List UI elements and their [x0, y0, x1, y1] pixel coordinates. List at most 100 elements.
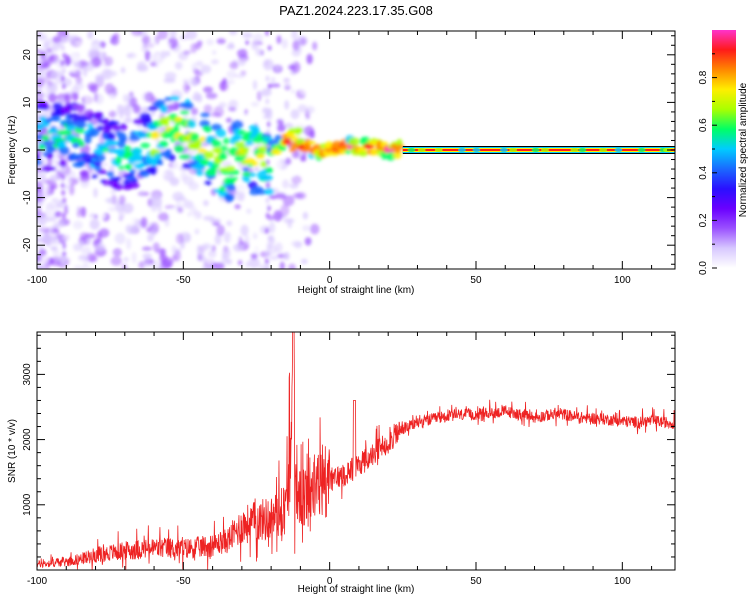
heatmap-cell — [306, 53, 313, 65]
heatmap-cell — [231, 135, 243, 141]
heatmap-cell — [68, 66, 77, 73]
heatmap-cell — [266, 250, 271, 257]
heatmap-cell — [101, 147, 110, 152]
heatmap-cell — [248, 257, 260, 269]
heatmap-cell — [144, 50, 151, 62]
heatmap-cell — [94, 111, 104, 120]
heatmap-cell — [232, 169, 240, 175]
heatmap-cell — [112, 183, 124, 191]
heatmap-cell — [229, 234, 240, 245]
heatmap-cell — [37, 190, 42, 199]
heatmap-cell — [255, 152, 265, 160]
colorbar: 0.0 0.2 0.4 0.6 0.8 Normalized spectral ampl… — [698, 30, 749, 275]
heatmap-cell — [93, 187, 98, 198]
heatmap-cell — [279, 261, 285, 269]
heatmap-cell — [62, 197, 67, 204]
heatmap-cell — [165, 148, 172, 155]
heatmap-cell — [238, 186, 249, 193]
heatmap-cell — [276, 35, 282, 45]
heatmap-cell — [237, 48, 248, 59]
heatmap-cell — [37, 94, 41, 99]
heatmap-cell — [53, 159, 58, 165]
heatmap-cell — [251, 102, 259, 107]
heatmap-cell — [222, 247, 231, 259]
heatmap-cell — [60, 45, 65, 52]
heatmap-cell — [198, 147, 207, 154]
heatmap-cell — [163, 119, 170, 127]
heatmap-cell — [139, 190, 144, 197]
heatmap-cell — [265, 98, 270, 105]
x-tick-label: 0 — [327, 576, 333, 587]
heatmap-cell — [275, 192, 287, 200]
heatmap-cell — [87, 31, 94, 40]
heatmap-cell — [46, 146, 56, 153]
heatmap-cell — [150, 166, 158, 175]
heatmap-cell — [212, 63, 223, 74]
heatmap-cell — [235, 40, 243, 49]
heatmap-cell — [92, 161, 102, 167]
heatmap-cell — [197, 39, 203, 47]
heatmap-cell — [263, 174, 273, 182]
heatmap-cell — [169, 31, 177, 39]
heatmap-cell — [261, 88, 272, 97]
heatmap-cell — [52, 215, 57, 223]
heatmap-cell — [138, 132, 148, 139]
heatmap-cell — [169, 161, 179, 170]
heatmap-cell — [111, 176, 122, 181]
heatmap-cell — [86, 236, 92, 246]
heatmap-cell — [531, 148, 540, 152]
heatmap-cell — [241, 175, 251, 183]
heatmap-cell — [207, 249, 217, 259]
y-tick-label: -20 — [22, 238, 33, 253]
heatmap-cell — [141, 92, 152, 102]
heatmap-cell — [277, 111, 288, 120]
y-tick-label: 1000 — [22, 493, 33, 516]
heatmap-cell — [147, 233, 154, 242]
heatmap-cell — [288, 263, 296, 269]
heatmap-cell — [282, 138, 292, 145]
heatmap-cell — [115, 111, 121, 123]
heatmap-cell — [60, 60, 65, 67]
x-tick-label: -50 — [176, 576, 191, 587]
heatmap-cell — [210, 123, 222, 131]
heatmap-cell — [225, 194, 234, 203]
heatmap-cell — [182, 185, 189, 198]
heatmap-cell — [59, 159, 66, 168]
heatmap-cell — [89, 84, 98, 93]
heatmap-cell — [42, 234, 54, 243]
heatmap-cell — [269, 221, 276, 234]
heatmap-cell — [198, 31, 209, 40]
heatmap-cell — [138, 261, 146, 269]
heatmap-cell — [69, 34, 79, 40]
heatmap-cell — [210, 112, 222, 117]
heatmap-cell — [417, 148, 426, 152]
heatmap-cell — [174, 144, 185, 153]
heatmap-cell — [61, 235, 65, 242]
heatmap-cell — [61, 212, 66, 219]
heatmap-cell — [108, 110, 118, 118]
x-tick-label: 0 — [327, 275, 333, 286]
heatmap-cell — [97, 170, 108, 175]
heatmap-cell — [509, 148, 518, 152]
heatmap-cell — [312, 144, 322, 151]
heatmap-cell — [115, 155, 122, 165]
heatmap-cell — [63, 204, 69, 215]
heatmap-cell — [225, 165, 236, 172]
heatmap-cell — [141, 35, 151, 44]
heatmap-cell — [457, 148, 466, 152]
heatmap-cell — [140, 217, 148, 229]
heatmap-cell — [66, 125, 76, 131]
y-tick-label: 10 — [22, 96, 33, 108]
heatmap-cell — [141, 246, 152, 251]
heatmap-cell — [119, 136, 128, 143]
heatmap-cell — [141, 106, 149, 114]
heatmap-cell — [242, 147, 250, 152]
heatmap-cell — [265, 212, 270, 219]
heatmap-cell — [47, 182, 58, 188]
heatmap-cell — [232, 78, 241, 90]
heatmap-cell — [128, 182, 140, 189]
heatmap-cell — [51, 198, 60, 203]
heatmap-cell — [205, 92, 218, 100]
heatmap-cell — [61, 258, 66, 265]
heatmap-cell — [79, 240, 84, 248]
